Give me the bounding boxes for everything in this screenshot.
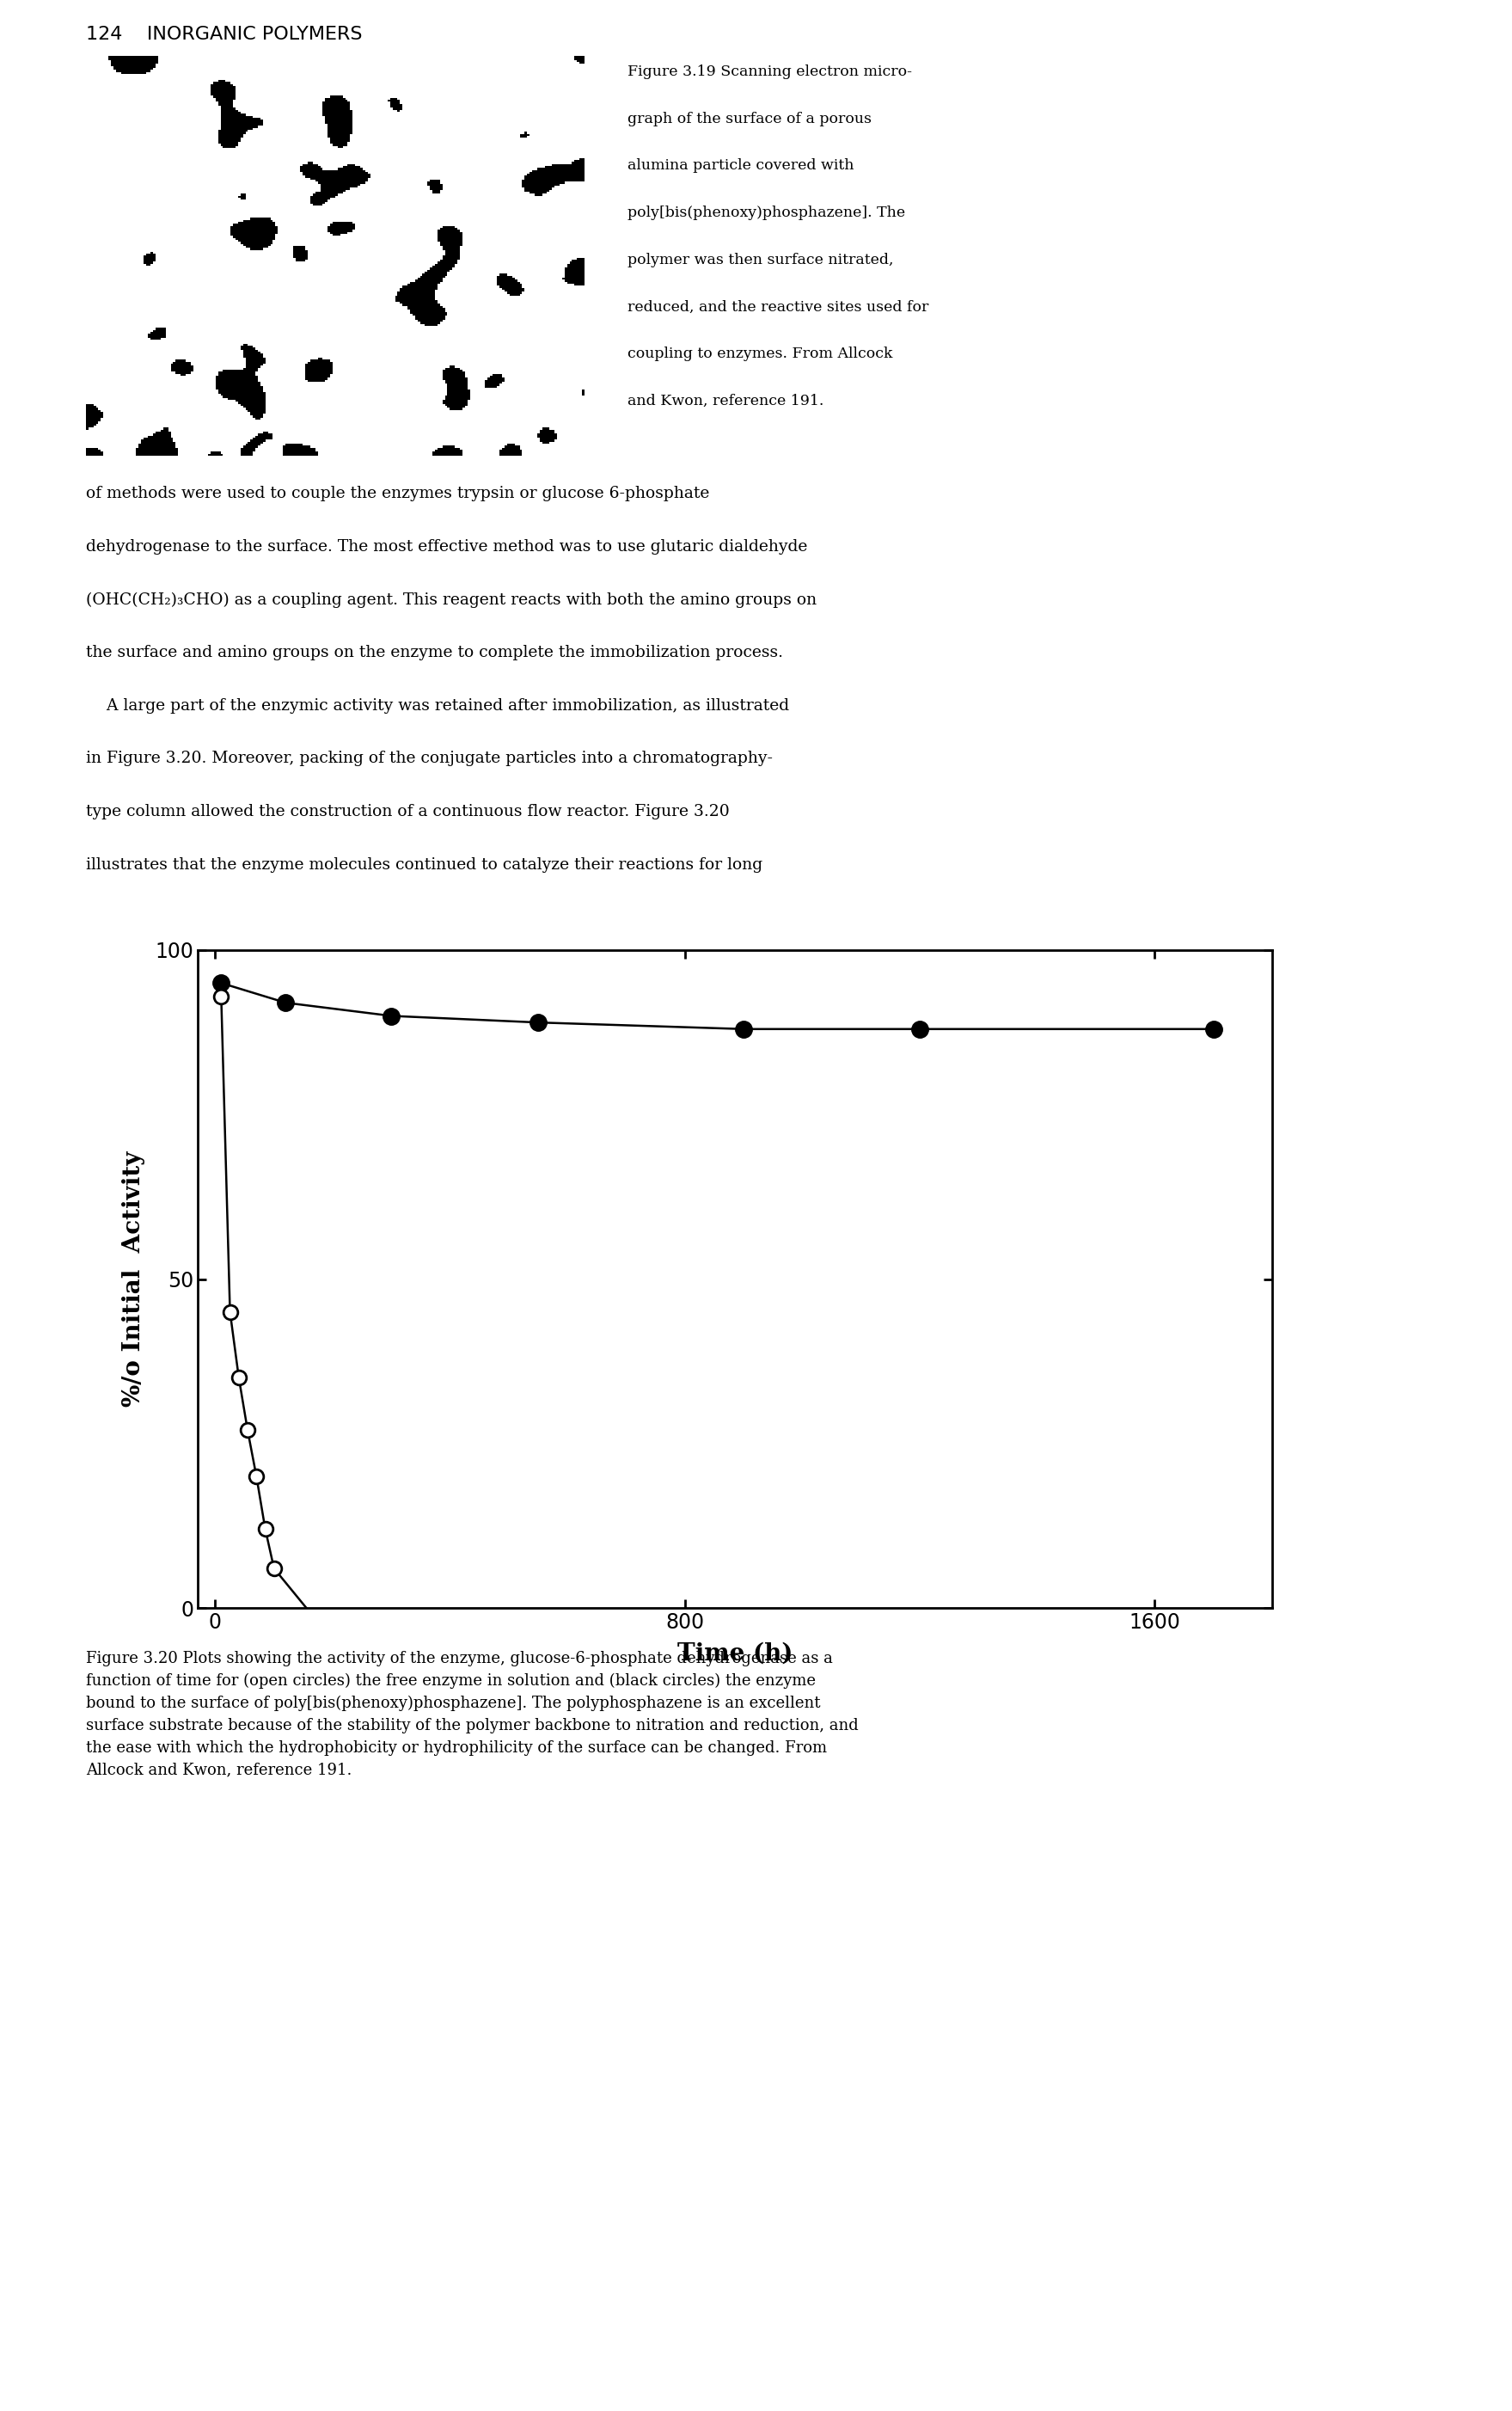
Text: A large part of the enzymic activity was retained after immobilization, as illus: A large part of the enzymic activity was… <box>86 697 789 714</box>
Text: reduced, and the reactive sites used for: reduced, and the reactive sites used for <box>627 299 928 313</box>
Text: alumina particle covered with: alumina particle covered with <box>627 159 854 174</box>
Text: (OHC(CH₂)₃CHO) as a coupling agent. This reagent reacts with both the amino grou: (OHC(CH₂)₃CHO) as a coupling agent. This… <box>86 591 816 608</box>
Text: poly[bis(phenoxy)phosphazene]. The: poly[bis(phenoxy)phosphazene]. The <box>627 205 906 219</box>
Text: Figure 3.19 Scanning electron micro-: Figure 3.19 Scanning electron micro- <box>627 65 912 80</box>
Text: Figure 3.20 Plots showing the activity of the enzyme, glucose-6-phosphate dehydr: Figure 3.20 Plots showing the activity o… <box>86 1652 859 1777</box>
Text: dehydrogenase to the surface. The most effective method was to use glutaric dial: dehydrogenase to the surface. The most e… <box>86 538 807 555</box>
Text: in Figure 3.20. Moreover, packing of the conjugate particles into a chromatograp: in Figure 3.20. Moreover, packing of the… <box>86 750 773 767</box>
Text: graph of the surface of a porous: graph of the surface of a porous <box>627 111 871 125</box>
Text: coupling to enzymes. From Allcock: coupling to enzymes. From Allcock <box>627 347 892 362</box>
Text: type column allowed the construction of a continuous flow reactor. Figure 3.20: type column allowed the construction of … <box>86 803 730 820</box>
Text: illustrates that the enzyme molecules continued to catalyze their reactions for : illustrates that the enzyme molecules co… <box>86 856 762 873</box>
Text: and Kwon, reference 191.: and Kwon, reference 191. <box>627 393 824 407</box>
X-axis label: Time (h): Time (h) <box>677 1642 792 1666</box>
Text: 124    INORGANIC POLYMERS: 124 INORGANIC POLYMERS <box>86 27 363 43</box>
Text: polymer was then surface nitrated,: polymer was then surface nitrated, <box>627 253 894 268</box>
Text: the surface and amino groups on the enzyme to complete the immobilization proces: the surface and amino groups on the enzy… <box>86 644 783 661</box>
Y-axis label: %/o Initial  Activity: %/o Initial Activity <box>122 1150 145 1408</box>
Text: of methods were used to couple the enzymes trypsin or glucose 6-phosphate: of methods were used to couple the enzym… <box>86 485 709 501</box>
